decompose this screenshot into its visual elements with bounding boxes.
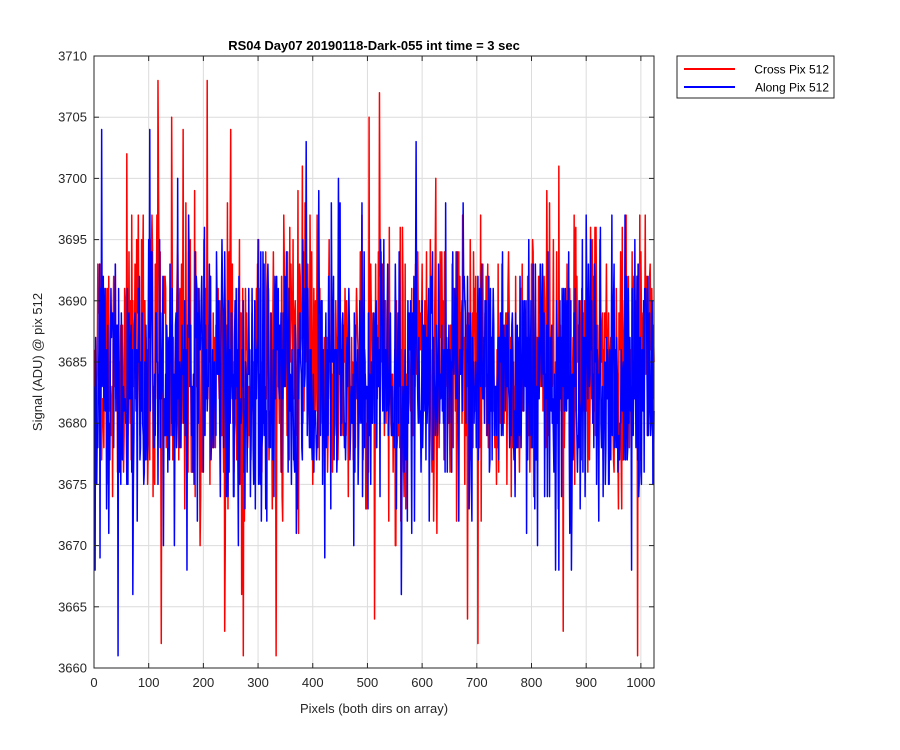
series-layer <box>93 79 655 657</box>
legend-label-cross: Cross Pix 512 <box>754 63 829 77</box>
x-tick-label: 300 <box>247 675 269 690</box>
x-axis-label: Pixels (both dirs on array) <box>300 701 448 716</box>
y-tick-label: 3680 <box>58 416 87 431</box>
series-line-along-pix-512 <box>93 128 655 657</box>
y-tick-label: 3660 <box>58 661 87 676</box>
y-tick-label: 3675 <box>58 477 87 492</box>
y-axis-label: Signal (ADU) @ pix 512 <box>30 293 45 431</box>
x-tick-label: 100 <box>138 675 160 690</box>
y-tick-label: 3695 <box>58 232 87 247</box>
x-tick-label: 0 <box>90 675 97 690</box>
axis-ticks: 0 100 200 300 400 500 600 700 800 900 1000 3660 3665… <box>58 49 655 691</box>
x-tick-label: 800 <box>521 675 543 690</box>
legend-label-along: Along Pix 512 <box>755 81 829 95</box>
y-tick-label: 3700 <box>58 171 87 186</box>
y-tick-label: 3690 <box>58 293 87 308</box>
chart-title: RS04 Day07 20190118-Dark-055 int time = … <box>228 38 520 53</box>
y-tick-label: 3705 <box>58 110 87 125</box>
y-tick-label: 3685 <box>58 355 87 370</box>
x-tick-label: 700 <box>466 675 488 690</box>
legend-box <box>676 55 835 99</box>
y-tick-label: 3670 <box>58 538 87 553</box>
x-tick-label: 600 <box>411 675 433 690</box>
x-tick-label: 400 <box>302 675 324 690</box>
y-tick-label: 3665 <box>58 599 87 614</box>
x-tick-label: 200 <box>193 675 215 690</box>
x-tick-label: 500 <box>357 675 379 690</box>
x-tick-label: 900 <box>575 675 597 690</box>
x-tick-label: 1000 <box>626 675 655 690</box>
legend: Cross Pix 512 Along Pix 512 <box>676 55 835 99</box>
y-tick-label: 3710 <box>58 49 87 64</box>
